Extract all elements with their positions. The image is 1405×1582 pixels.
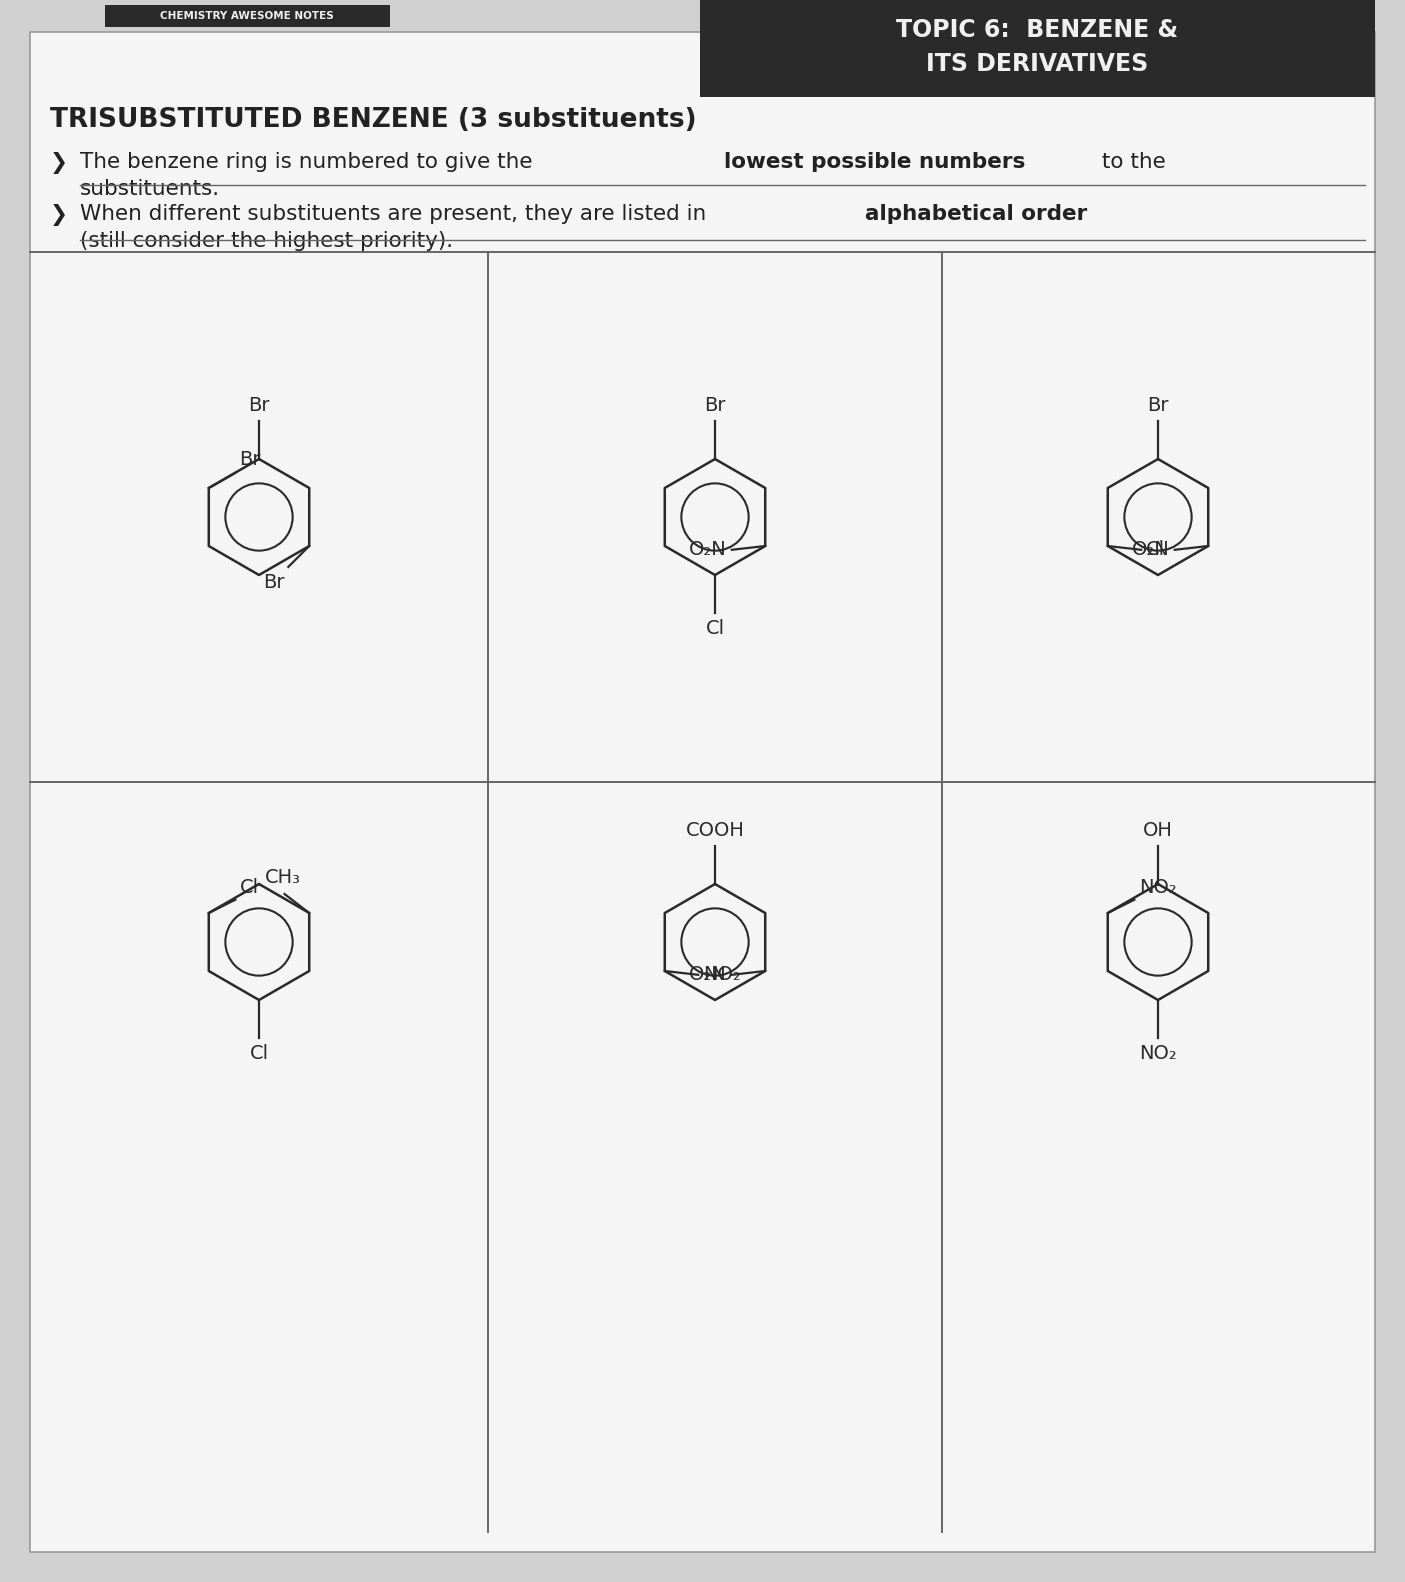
Text: TOPIC 6:  BENZENE &
ITS DERIVATIVES: TOPIC 6: BENZENE & ITS DERIVATIVES <box>896 19 1177 76</box>
Text: Cl: Cl <box>250 1044 268 1063</box>
Text: Cl: Cl <box>1146 541 1165 560</box>
Text: alphabetical order: alphabetical order <box>865 204 1087 225</box>
FancyBboxPatch shape <box>30 32 1375 1552</box>
Text: lowest possible numbers: lowest possible numbers <box>724 152 1026 172</box>
Text: substituents.: substituents. <box>80 179 221 199</box>
Text: O₂N: O₂N <box>1132 541 1170 560</box>
FancyBboxPatch shape <box>700 0 1375 97</box>
Text: NO₂: NO₂ <box>1139 878 1177 897</box>
Text: ❯: ❯ <box>51 152 67 174</box>
Text: The benzene ring is numbered to give the: The benzene ring is numbered to give the <box>80 152 540 172</box>
Text: Br: Br <box>263 573 284 592</box>
Text: TRISUBSTITUTED BENZENE (3 substituents): TRISUBSTITUTED BENZENE (3 substituents) <box>51 108 697 133</box>
Text: CHEMISTRY AWESOME NOTES: CHEMISTRY AWESOME NOTES <box>160 11 334 21</box>
Text: to the: to the <box>1094 152 1166 172</box>
Text: Br: Br <box>1148 396 1169 414</box>
Text: When different substituents are present, they are listed in: When different substituents are present,… <box>80 204 714 225</box>
Text: NO₂: NO₂ <box>704 965 740 984</box>
Text: O₂N: O₂N <box>688 541 726 560</box>
Text: Br: Br <box>704 396 726 414</box>
Text: Cl: Cl <box>705 619 725 638</box>
FancyBboxPatch shape <box>105 5 391 27</box>
Text: Br: Br <box>239 449 261 468</box>
Text: OH: OH <box>1144 821 1173 840</box>
Text: Br: Br <box>249 396 270 414</box>
Text: Cl: Cl <box>240 878 260 897</box>
Text: O₂N: O₂N <box>688 965 726 984</box>
Text: CH₃: CH₃ <box>264 869 301 888</box>
Text: NO₂: NO₂ <box>1139 1044 1177 1063</box>
Text: ❯: ❯ <box>51 204 67 226</box>
Text: COOH: COOH <box>686 821 745 840</box>
Text: (still consider the highest priority).: (still consider the highest priority). <box>80 231 454 252</box>
